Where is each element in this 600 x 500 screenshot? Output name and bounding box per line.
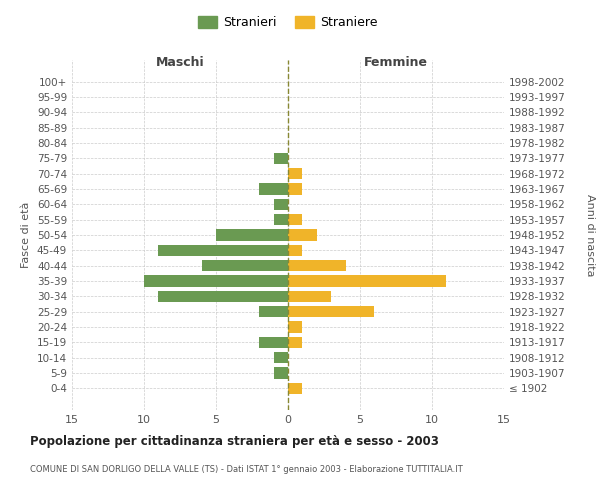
- Text: Femmine: Femmine: [364, 56, 428, 70]
- Bar: [158, 290, 288, 302]
- Bar: [158, 244, 288, 256]
- Text: COMUNE DI SAN DORLIGO DELLA VALLE (TS) - Dati ISTAT 1° gennaio 2003 - Elaborazio: COMUNE DI SAN DORLIGO DELLA VALLE (TS) -…: [30, 465, 463, 474]
- Bar: [288, 276, 446, 287]
- Text: Popolazione per cittadinanza straniera per età e sesso - 2003: Popolazione per cittadinanza straniera p…: [30, 435, 439, 448]
- Bar: [274, 214, 288, 226]
- Bar: [274, 152, 288, 164]
- Bar: [288, 183, 302, 194]
- Legend: Stranieri, Straniere: Stranieri, Straniere: [193, 11, 383, 34]
- Bar: [288, 260, 346, 272]
- Bar: [288, 290, 331, 302]
- Y-axis label: Anni di nascita: Anni di nascita: [585, 194, 595, 276]
- Y-axis label: Fasce di età: Fasce di età: [22, 202, 31, 268]
- Bar: [216, 229, 288, 241]
- Bar: [274, 368, 288, 379]
- Bar: [288, 244, 302, 256]
- Text: Maschi: Maschi: [155, 56, 205, 70]
- Bar: [288, 214, 302, 226]
- Bar: [288, 229, 317, 241]
- Bar: [274, 198, 288, 210]
- Bar: [288, 382, 302, 394]
- Bar: [274, 352, 288, 364]
- Bar: [259, 306, 288, 318]
- Bar: [144, 276, 288, 287]
- Bar: [288, 336, 302, 348]
- Bar: [259, 183, 288, 194]
- Bar: [288, 322, 302, 333]
- Bar: [288, 168, 302, 179]
- Bar: [202, 260, 288, 272]
- Bar: [288, 306, 374, 318]
- Bar: [259, 336, 288, 348]
